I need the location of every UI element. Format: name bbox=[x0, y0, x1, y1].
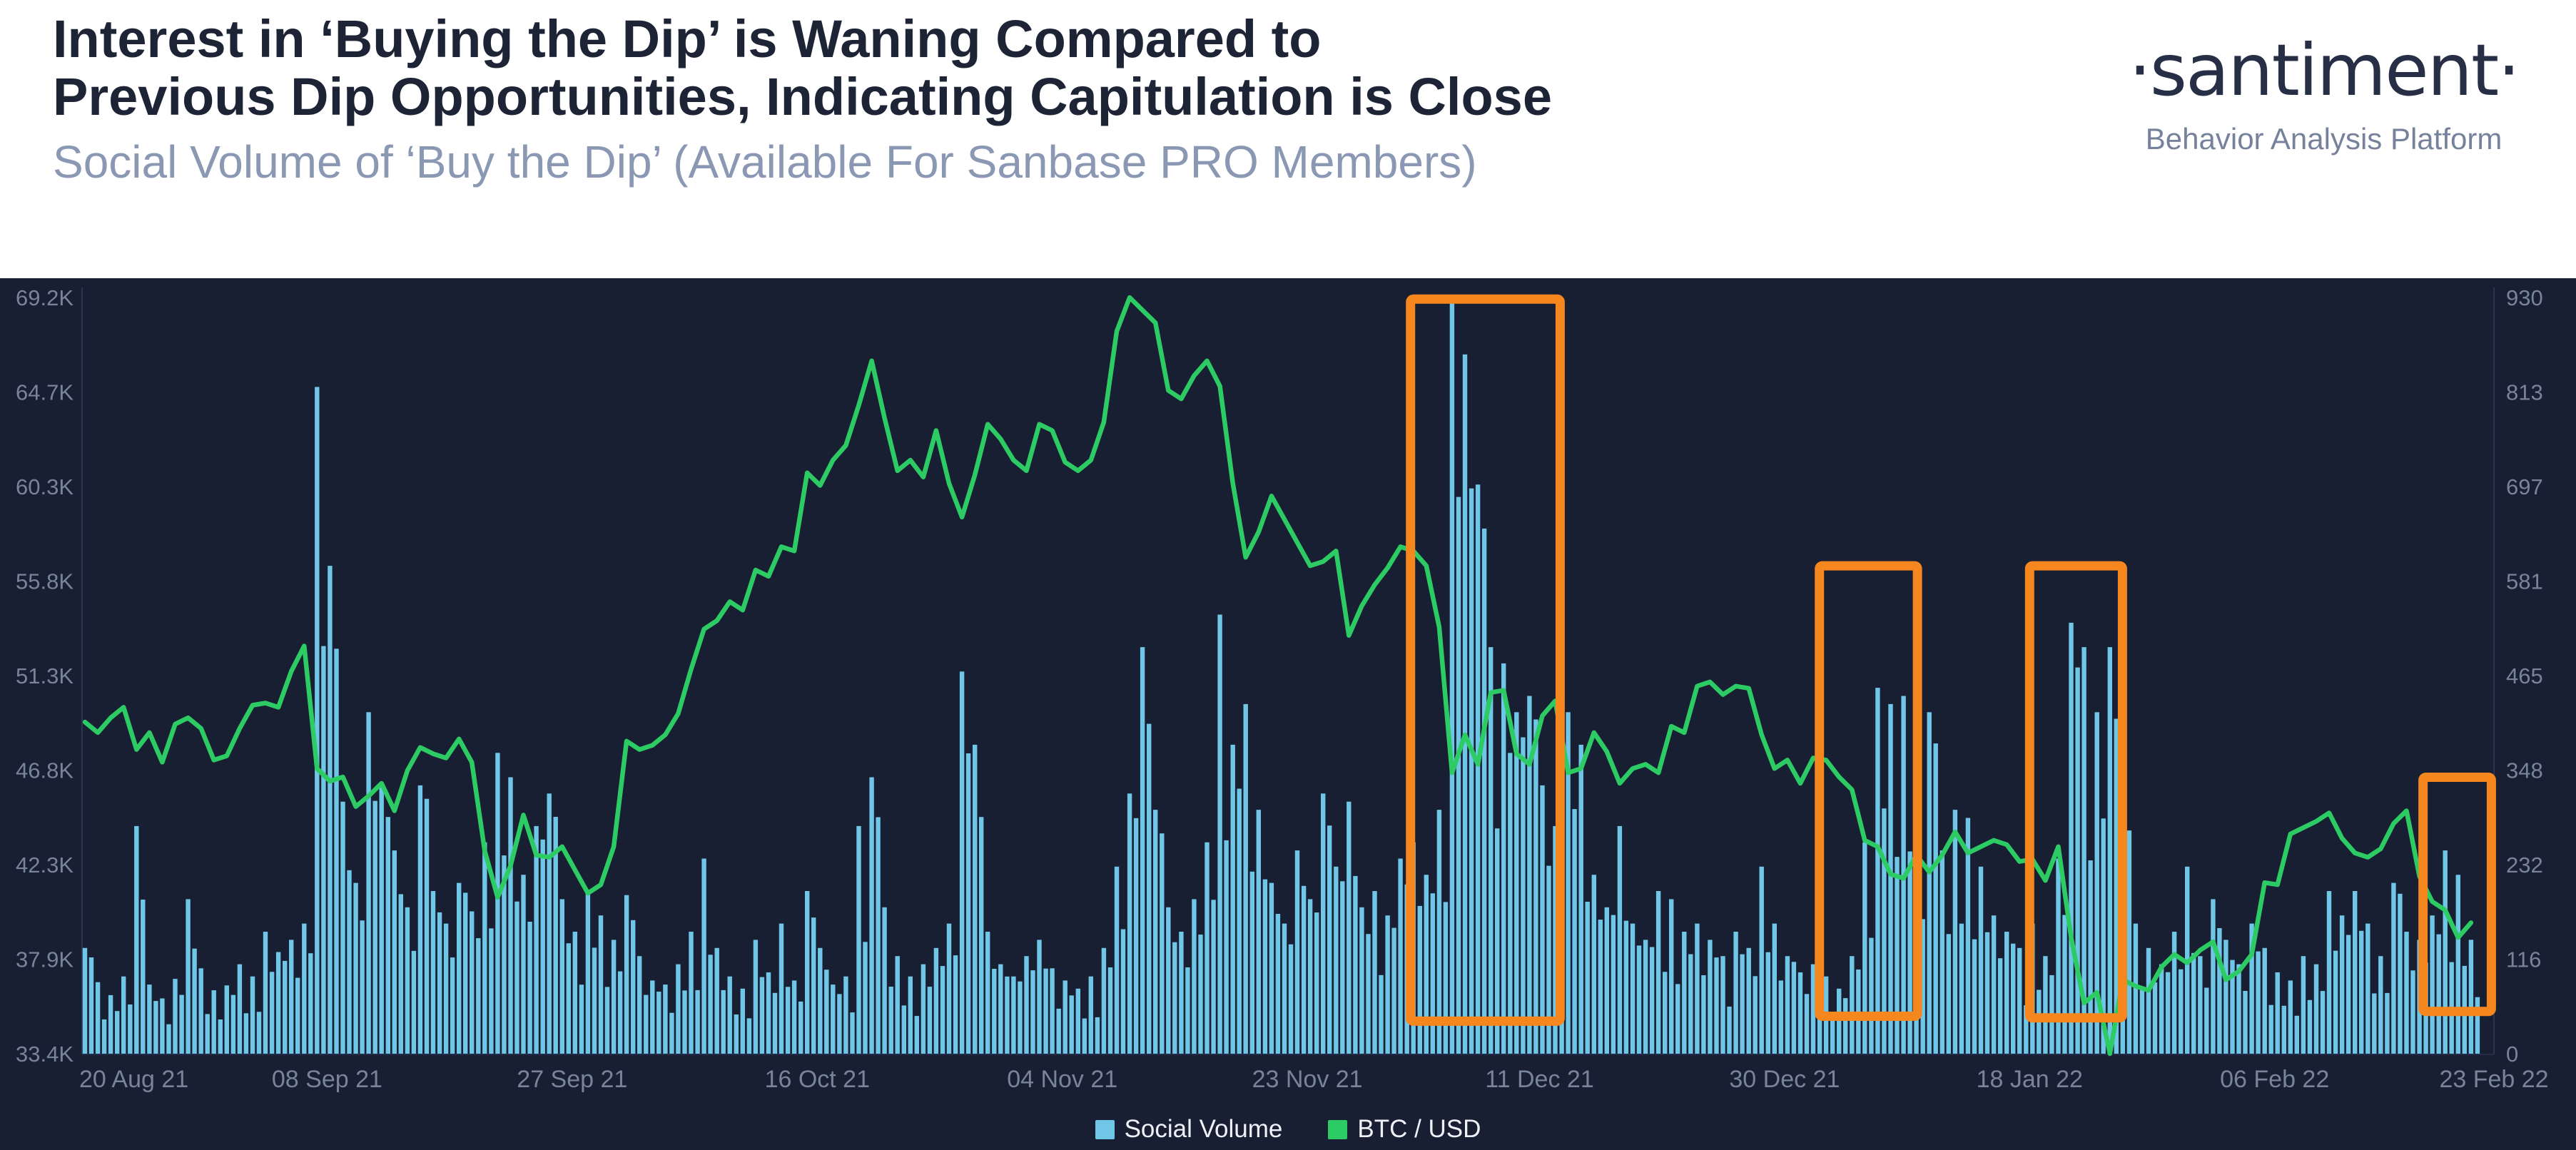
highlight-box-dip-jan-21 bbox=[2024, 561, 2127, 1023]
highlight-box-dip-feb-19 bbox=[2418, 773, 2496, 1017]
left-axis-tick: 33.4K bbox=[16, 1042, 73, 1067]
page-title-line-2: Previous Dip Opportunities, Indicating C… bbox=[53, 67, 1552, 126]
social-volume-bars bbox=[82, 297, 2480, 1054]
chart-panel: 69.2K 64.7K 60.3K 55.8K 51.3K 46.8K 42.3K 37.9K… bbox=[0, 278, 2576, 1150]
left-axis-tick: 69.2K bbox=[16, 285, 73, 310]
left-axis-tick: 64.7K bbox=[16, 380, 73, 405]
x-axis-tick: 18 Jan 22 bbox=[1977, 1066, 2083, 1093]
highlight-box-dip-dec-04 bbox=[1406, 294, 1565, 1026]
page-title-line-1: Interest in ‘Buying the Dip’ is Waning C… bbox=[53, 9, 1322, 68]
right-axis-tick: 581 bbox=[2506, 569, 2543, 594]
brand-block: ·santiment· Behavior Analysis Platform bbox=[2129, 29, 2520, 156]
y-axis-right-labels: 930 813 697 581 465 348 232 116 0 bbox=[2506, 285, 2543, 1067]
legend-label: Social Volume bbox=[1124, 1115, 1283, 1143]
right-axis-tick: 465 bbox=[2506, 663, 2543, 688]
right-axis-tick: 232 bbox=[2506, 853, 2543, 877]
chart-legend: Social Volume BTC / USD bbox=[0, 1115, 2576, 1144]
left-axis-tick: 55.8K bbox=[16, 569, 73, 594]
chart-canvas[interactable]: 69.2K 64.7K 60.3K 55.8K 51.3K 46.8K 42.3K 37.9K… bbox=[0, 278, 2576, 1150]
page-header: Interest in ‘Buying the Dip’ is Waning C… bbox=[0, 0, 2576, 278]
x-axis-tick: 20 Aug 21 bbox=[79, 1066, 188, 1093]
x-axis-tick: 27 Sep 21 bbox=[517, 1066, 627, 1093]
right-axis-tick: 930 bbox=[2506, 285, 2543, 310]
x-axis-tick: 06 Feb 22 bbox=[2220, 1066, 2329, 1093]
x-axis-tick: 30 Dec 21 bbox=[1729, 1066, 1840, 1093]
legend-label: BTC / USD bbox=[1357, 1115, 1481, 1143]
right-axis-tick: 697 bbox=[2506, 474, 2543, 499]
right-axis-tick: 0 bbox=[2506, 1042, 2518, 1067]
y-axis-left-labels: 69.2K 64.7K 60.3K 55.8K 51.3K 46.8K 42.3K 37.9K… bbox=[16, 285, 73, 1067]
right-axis-tick: 348 bbox=[2506, 758, 2543, 783]
left-axis-tick: 51.3K bbox=[16, 663, 73, 688]
x-axis-tick: 11 Dec 21 bbox=[1485, 1066, 1593, 1093]
x-axis-labels: 20 Aug 21 08 Sep 21 27 Sep 21 16 Oct 21 04 N… bbox=[79, 1066, 2549, 1093]
x-axis-tick: 16 Oct 21 bbox=[765, 1066, 870, 1093]
left-axis-tick: 60.3K bbox=[16, 474, 73, 499]
santiment-logo: ·santiment· bbox=[2129, 29, 2520, 112]
legend-item-btc-usd[interactable]: BTC / USD bbox=[1328, 1115, 1481, 1144]
page-title: Interest in ‘Buying the Dip’ is Waning C… bbox=[53, 10, 1552, 126]
left-axis-tick: 37.9K bbox=[16, 947, 73, 972]
x-axis-tick: 23 Nov 21 bbox=[1252, 1066, 1363, 1093]
brand-tagline: Behavior Analysis Platform bbox=[2145, 122, 2503, 156]
x-axis-tick: 08 Sep 21 bbox=[272, 1066, 382, 1093]
chart-subtitle: Social Volume of ‘Buy the Dip’ (Availabl… bbox=[53, 136, 1477, 188]
legend-item-social-volume[interactable]: Social Volume bbox=[1095, 1115, 1283, 1144]
highlight-boxes bbox=[1406, 294, 2496, 1026]
highlight-box-dip-jan-06 bbox=[1815, 561, 1922, 1022]
left-axis-tick: 42.3K bbox=[16, 853, 73, 877]
x-axis-tick: 04 Nov 21 bbox=[1007, 1066, 1117, 1093]
legend-swatch bbox=[1328, 1119, 1348, 1139]
right-axis-tick: 116 bbox=[2506, 947, 2541, 972]
x-axis-tick: 23 Feb 22 bbox=[2439, 1066, 2548, 1093]
legend-swatch bbox=[1095, 1119, 1115, 1139]
right-axis-tick: 813 bbox=[2506, 380, 2543, 405]
btc-usd-line bbox=[82, 295, 2474, 1057]
left-axis-tick: 46.8K bbox=[16, 758, 73, 783]
